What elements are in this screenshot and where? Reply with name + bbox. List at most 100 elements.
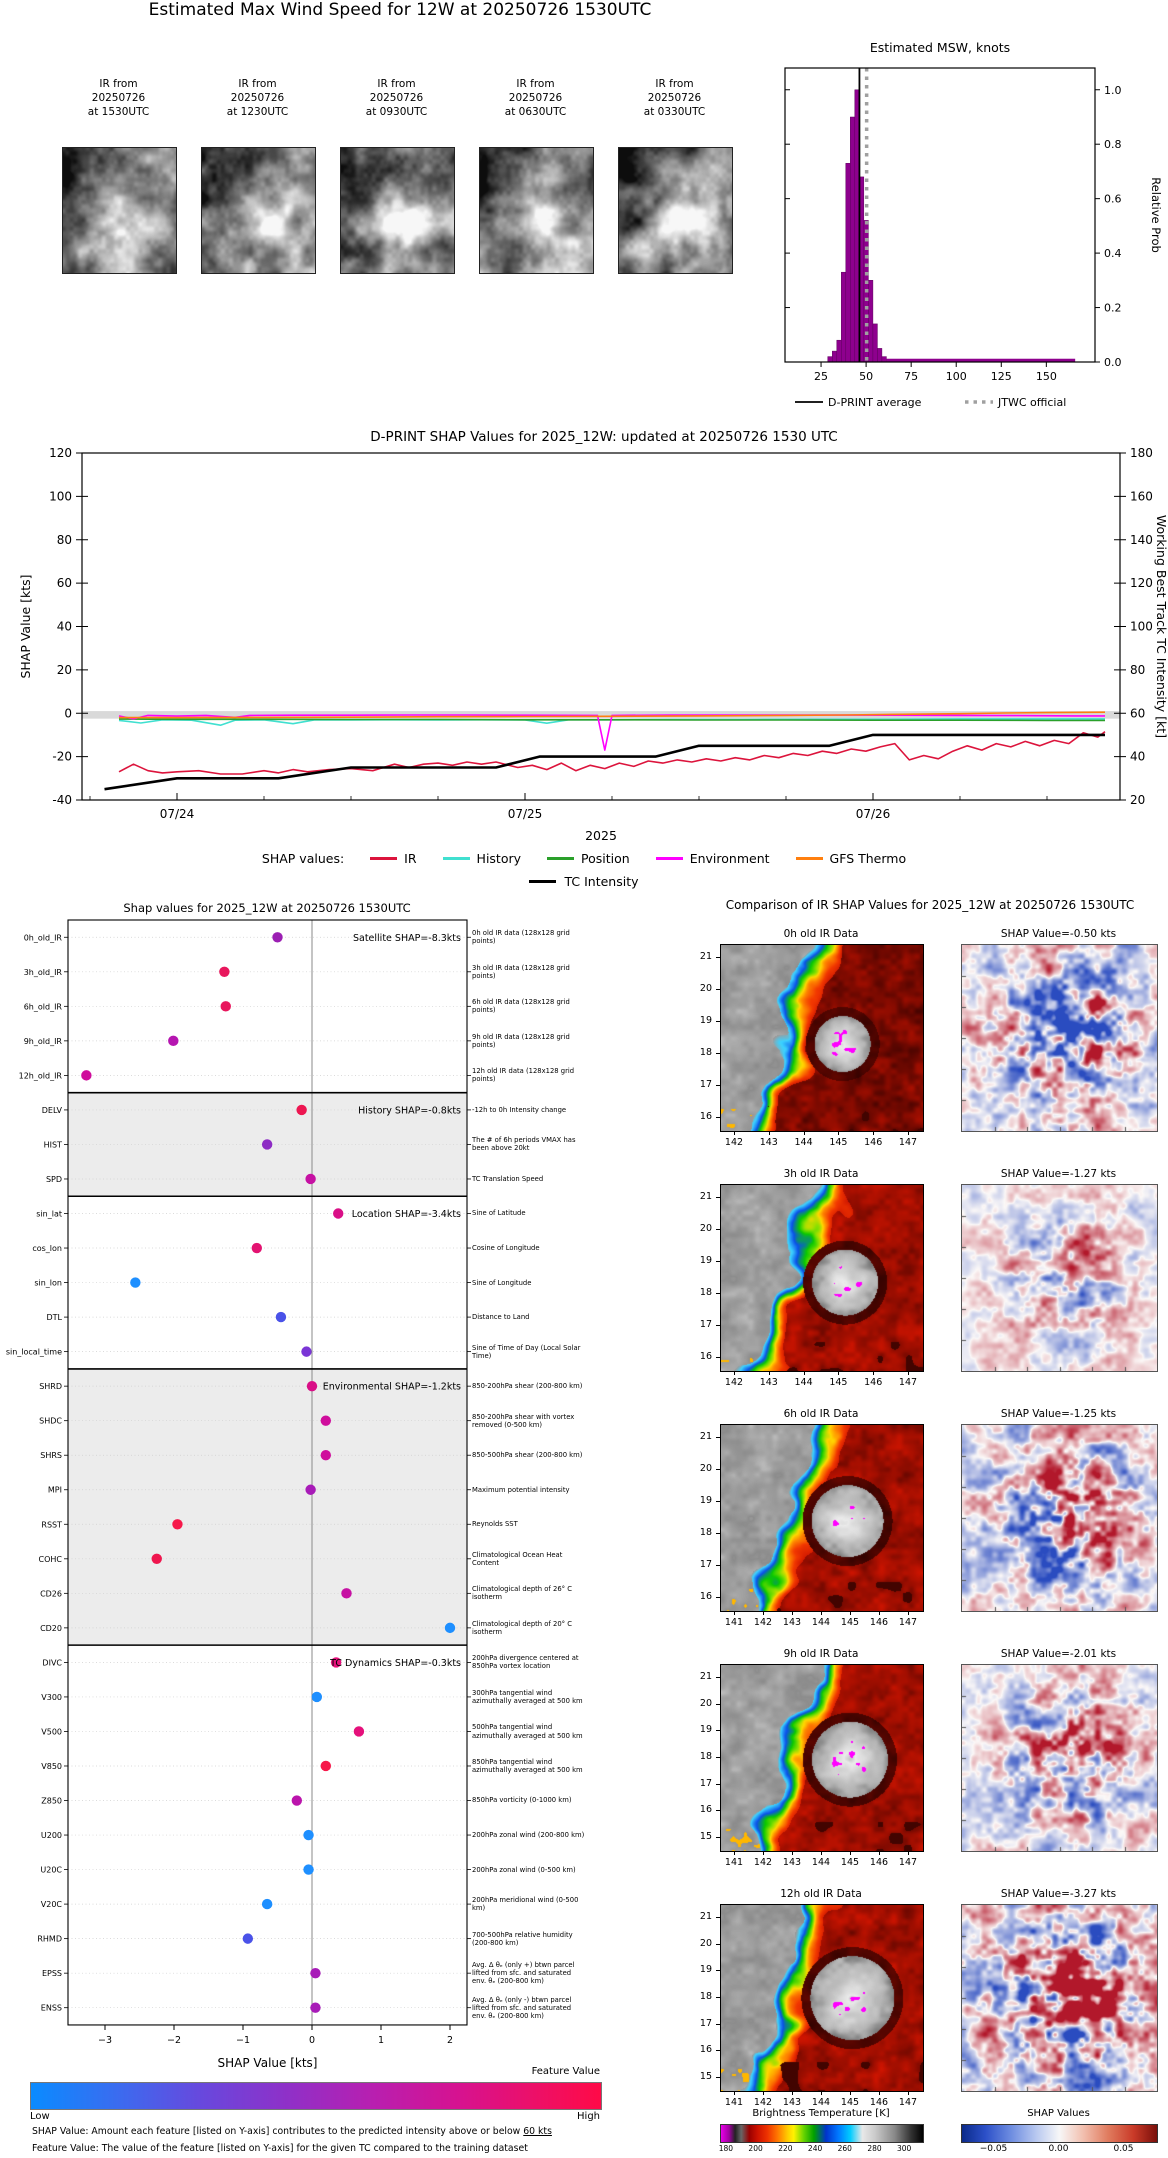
- shap-dot: [219, 966, 230, 977]
- map-xtick-label: 147: [898, 1377, 918, 1388]
- map-ytick: [716, 1970, 721, 1972]
- map-ytick-label: 19: [699, 1495, 712, 1506]
- feature-desc-text: 500hPa tangential wind azimuthally avera…: [472, 1723, 583, 1740]
- feature-desc-text: Climatological Ocean Heat Content: [472, 1550, 563, 1567]
- feature-label: HIST: [44, 1140, 62, 1149]
- histogram-bar: [872, 323, 878, 363]
- feature-label: 3h_old_IR: [24, 968, 63, 977]
- map-ytick: [716, 1437, 721, 1438]
- map-ytick-label: 19: [699, 1255, 712, 1266]
- feature-desc-text: 200hPa zonal wind (0-500 km): [472, 1865, 576, 1874]
- legend-item: Position: [547, 851, 630, 866]
- feature-desc: 850-500hPa shear (200-800 km): [472, 1445, 586, 1465]
- ir-thumbnail-image: [618, 147, 733, 274]
- shap-dotplot: 0h_old_IR 3h_old_IR 6h_old_IR 9h_old_IR 12h_…: [0, 895, 600, 2084]
- ytick-label-right: 20: [1130, 793, 1145, 807]
- map-ytick-label: 18: [699, 1287, 712, 1298]
- feature-label: DIVC: [42, 1658, 62, 1667]
- shap-colorbar-tick: −0.05: [979, 2144, 1008, 2154]
- map-xtick-label: 142: [724, 1377, 744, 1388]
- feature-desc-text: TC Translation Speed: [472, 1174, 544, 1183]
- feature-desc-text: 850-500hPa shear (200-800 km): [472, 1451, 583, 1460]
- feature-desc: Avg. Δ θₑ (only +) btwn parcel lifted fr…: [472, 1961, 586, 1985]
- shap-dot: [251, 1242, 262, 1254]
- feature-desc-text: 0h old IR data (128x128 grid points): [472, 929, 570, 946]
- map-ytick: [716, 1021, 721, 1022]
- shap-dot: [303, 1864, 314, 1875]
- timeseries-ylabel-right: Working Best Track TC Intensity [kt]: [1154, 515, 1168, 738]
- ir-thumbnail-label-line: 20250726: [508, 91, 563, 104]
- histogram-bar: [832, 350, 838, 363]
- feature-desc-text: 6h old IR data (128x128 grid points): [472, 998, 570, 1015]
- map-xtick-label: 145: [840, 1857, 860, 1868]
- histogram-bar: [845, 163, 851, 363]
- ir-panel-title: 6h old IR Data: [783, 1408, 859, 1420]
- map-xtick: [908, 2091, 909, 2095]
- map-xtick-label: 145: [829, 1377, 848, 1388]
- ytick-label-right: 180: [1130, 446, 1153, 460]
- shap-dot: [310, 1967, 321, 1979]
- feature-desc: 700-500hPa relative humidity (200-800 km…: [472, 1929, 586, 1949]
- feature-desc-text: -12h to 0h Intensity change: [472, 1105, 567, 1114]
- map-ytick-label: 20: [699, 1223, 712, 1234]
- ir-thumbnail-label-line: 20250726: [91, 91, 146, 104]
- ir-panel-title: 3h old IR Data: [783, 1168, 859, 1180]
- map-xtick-label: 142: [753, 2097, 773, 2108]
- xtick-label: 25: [814, 370, 828, 383]
- legend-item: GFS Thermo: [795, 851, 906, 866]
- map-xtick: [908, 1131, 909, 1135]
- shap-dot: [353, 1726, 365, 1737]
- xtick-label: −2: [167, 2035, 181, 2046]
- map-ytick: [716, 1997, 721, 1998]
- histogram-bar: [827, 356, 833, 363]
- shap-dot: [272, 932, 283, 943]
- map-xtick: [821, 1851, 822, 1855]
- footnote-feature: Feature Value: The value of the feature …: [32, 2143, 528, 2154]
- feature-desc-text: 700-500hPa relative humidity (200-800 km…: [472, 1930, 573, 1947]
- legend-swatch: [655, 857, 683, 860]
- ytick-label-right: 60: [1130, 706, 1145, 720]
- ytick-label: 0.4: [1104, 247, 1122, 260]
- map-xtick-label: 147: [898, 1857, 918, 1868]
- map-xtick: [838, 1131, 840, 1135]
- map-xtick: [821, 1611, 822, 1615]
- feature-desc: 200hPa zonal wind (200-800 km): [472, 1825, 586, 1845]
- ir-thumbnail-image: [201, 147, 316, 274]
- feature-label: RHMD: [37, 1935, 62, 1944]
- map-xtick-label: 143: [759, 1137, 778, 1148]
- legend-swatch: [442, 857, 470, 860]
- map-xtick: [803, 1131, 805, 1135]
- feature-desc-text: Cosine of Longitude: [472, 1243, 540, 1252]
- map-ytick-label: 16: [699, 1591, 712, 1602]
- map-ytick-label: 16: [699, 1351, 712, 1362]
- feature-desc: Maximum potential intensity: [472, 1480, 586, 1500]
- shap-dot: [220, 1001, 231, 1012]
- legend-prefix: SHAP values:: [261, 851, 345, 866]
- feature-desc: 12h old IR data (128x128 grid points): [472, 1065, 586, 1085]
- shap-dot: [305, 1484, 316, 1495]
- histogram-frame: [784, 67, 1096, 363]
- ir-data-map: [720, 944, 924, 1132]
- timeseries-ylabel-left: SHAP Value [kts]: [18, 574, 33, 678]
- msw-histogram: 0.0 0.2 0.4 0.6 0.8 1.0 25 50 75 100 125 150 Relativ…: [740, 30, 1168, 426]
- timeseries-xlabel: 2025: [585, 828, 617, 843]
- feature-label: MPI: [48, 1486, 62, 1495]
- xtick-label: 1: [378, 2035, 384, 2046]
- histogram-bar: [881, 356, 887, 363]
- feature-label: V500: [41, 1727, 62, 1736]
- shap-dot: [151, 1553, 162, 1565]
- timeseries-legend-row2: TC Intensity: [0, 874, 1168, 889]
- map-xtick-label: 147: [898, 1617, 918, 1628]
- bt-colorbar-tick: 220: [778, 2144, 793, 2153]
- map-xtick: [850, 2091, 851, 2095]
- page-title: Estimated Max Wind Speed for 12W at 2025…: [148, 0, 652, 20]
- map-xtick: [879, 1851, 880, 1855]
- map-xtick: [734, 2091, 735, 2095]
- group-shap-label: TC Dynamics SHAP=-0.3kts: [329, 1658, 461, 1669]
- low-label: Low: [30, 2111, 50, 2122]
- ir-panel-title: 9h old IR Data: [783, 1648, 859, 1660]
- map-ytick: [716, 1053, 721, 1054]
- shap-colorbar-tick: 0.00: [1048, 2144, 1069, 2154]
- shap-value-map: [961, 1184, 1158, 1372]
- shap-panel-title: SHAP Value=-3.27 kts: [1000, 1888, 1117, 1900]
